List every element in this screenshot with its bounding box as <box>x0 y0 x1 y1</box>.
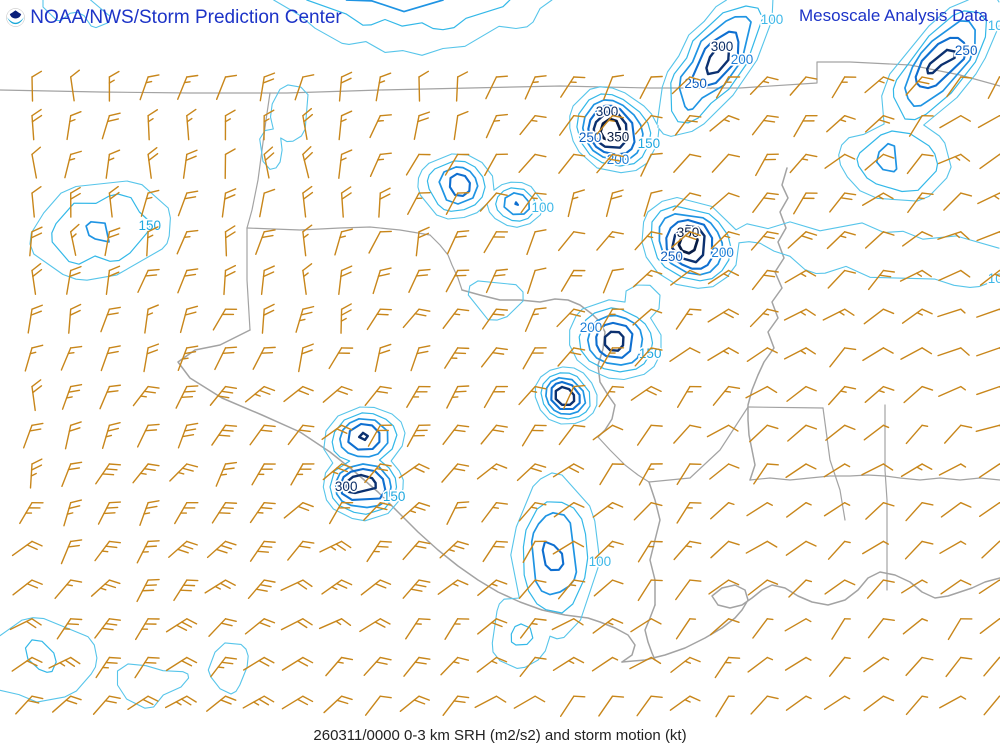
svg-text:150: 150 <box>638 136 661 151</box>
svg-text:300: 300 <box>711 39 734 54</box>
svg-text:250: 250 <box>955 43 978 58</box>
svg-text:100: 100 <box>988 18 1000 33</box>
svg-text:250: 250 <box>660 249 683 264</box>
svg-text:100: 100 <box>589 554 612 569</box>
svg-text:100: 100 <box>761 12 784 27</box>
svg-text:350: 350 <box>607 130 630 145</box>
svg-text:150: 150 <box>383 489 406 504</box>
svg-text:200: 200 <box>580 320 603 335</box>
svg-text:300: 300 <box>335 479 358 494</box>
svg-text:350: 350 <box>677 225 700 240</box>
svg-text:100: 100 <box>532 200 555 215</box>
svg-text:200: 200 <box>711 245 734 260</box>
svg-text:200: 200 <box>731 52 754 67</box>
